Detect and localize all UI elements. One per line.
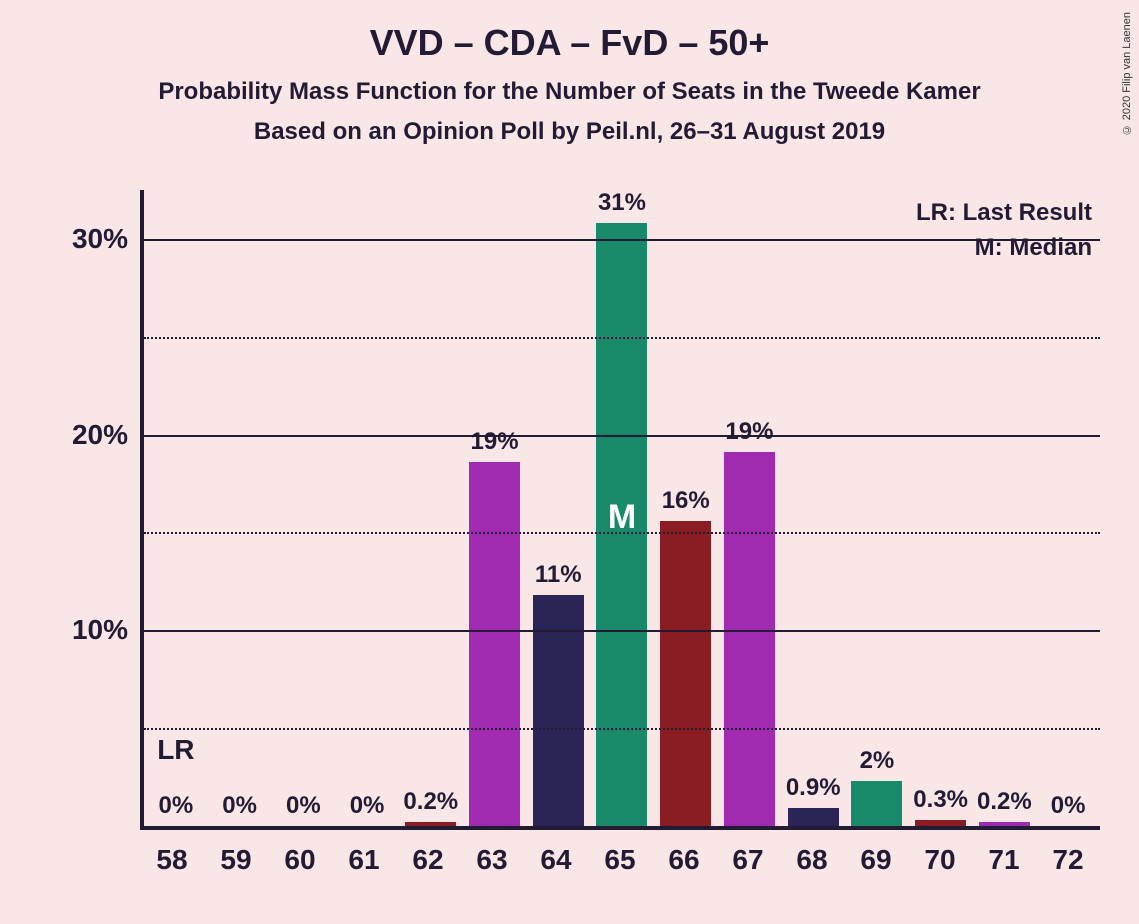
- bar-value-label: 2%: [860, 747, 895, 775]
- copyright-text: © 2020 Filip van Laenen: [1121, 12, 1133, 135]
- bar-slot: 19%: [463, 190, 527, 826]
- bar-slot: 0%: [1036, 190, 1100, 826]
- gridline-major: [144, 630, 1100, 632]
- bar: [851, 781, 902, 826]
- y-tick-label: 20%: [72, 419, 128, 451]
- bar: [405, 822, 456, 826]
- x-tick-label: 67: [732, 844, 763, 876]
- bar: [788, 808, 839, 826]
- title-block: VVD – CDA – FvD – 50+ Probability Mass F…: [0, 0, 1139, 146]
- last-result-marker: LR: [157, 734, 194, 766]
- bar: [469, 462, 520, 826]
- bar-value-label: 19%: [725, 418, 773, 446]
- bar-slot: 0%: [208, 190, 272, 826]
- y-axis: 10% 20% 30%: [55, 190, 140, 830]
- bar-slot: 0%: [271, 190, 335, 826]
- bar-slot: 0.9%: [781, 190, 845, 826]
- bar-slot: 0.3%: [909, 190, 973, 826]
- x-tick-label: 71: [988, 844, 1019, 876]
- chart-subtitle-2: Based on an Opinion Poll by Peil.nl, 26–…: [0, 106, 1139, 146]
- x-tick-label: 64: [540, 844, 571, 876]
- chart-title: VVD – CDA – FvD – 50+: [0, 0, 1139, 64]
- bar-value-label: 0%: [222, 792, 257, 820]
- bar-value-label: 0%: [1051, 792, 1086, 820]
- bar-slot: 0%: [335, 190, 399, 826]
- y-tick-label: 10%: [72, 614, 128, 646]
- chart-subtitle-1: Probability Mass Function for the Number…: [0, 64, 1139, 106]
- bar: [979, 822, 1030, 826]
- x-tick-label: 69: [860, 844, 891, 876]
- median-marker: M: [608, 498, 636, 537]
- chart-area: 10%20%30% LR: Last Result M: Median 0%0%…: [55, 190, 1105, 880]
- bar-value-label: 0.2%: [977, 788, 1032, 816]
- gridline-minor: [144, 532, 1100, 534]
- gridline-minor: [144, 728, 1100, 730]
- bar: [724, 452, 775, 826]
- x-tick-label: 66: [668, 844, 699, 876]
- bar: [660, 521, 711, 826]
- bar-value-label: 0.3%: [913, 786, 968, 814]
- x-tick-label: 62: [412, 844, 443, 876]
- x-tick-label: 61: [348, 844, 379, 876]
- bar-value-label: 0.9%: [786, 774, 841, 802]
- bar-slot: 0%: [144, 190, 208, 826]
- bar-slot: 31% M: [590, 190, 654, 826]
- x-tick-label: 63: [476, 844, 507, 876]
- bar-value-label: 0.2%: [403, 788, 458, 816]
- bar-slot: 16%: [654, 190, 718, 826]
- bar-value-label: 11%: [535, 561, 582, 589]
- bar-slot: 0.2%: [399, 190, 463, 826]
- plot-area: LR: Last Result M: Median 0%0%0%0%0.2%19…: [140, 190, 1100, 830]
- gridline-major: [144, 435, 1100, 437]
- x-tick-label: 65: [604, 844, 635, 876]
- y-tick-label: 30%: [72, 223, 128, 255]
- bar-slot: 11%: [526, 190, 590, 826]
- bar-value-label: 0%: [159, 792, 194, 820]
- x-tick-label: 58: [156, 844, 187, 876]
- x-tick-label: 68: [796, 844, 827, 876]
- bar-value-label: 19%: [470, 428, 518, 456]
- bar-value-label: 0%: [286, 792, 321, 820]
- bar-slot: 0.2%: [973, 190, 1037, 826]
- x-tick-label: 60: [284, 844, 315, 876]
- bar: [915, 820, 966, 826]
- gridline-minor: [144, 337, 1100, 339]
- bar-value-label: 31%: [598, 189, 646, 217]
- bar-slot: 2%: [845, 190, 909, 826]
- bars-container: 0% 0% 0% 0% 0.2% 19% 11% 31% M 16% 19% 0.9% 2% 0.3% 0.…: [144, 190, 1100, 826]
- bar-value-label: 16%: [662, 487, 710, 515]
- x-axis: 58 59 60 61 62 63 64 65 66 67 68 69 70 71 72: [140, 838, 1100, 878]
- bar-value-label: 0%: [350, 792, 385, 820]
- x-tick-label: 70: [924, 844, 955, 876]
- bar-slot: 19%: [718, 190, 782, 826]
- x-tick-label: 59: [220, 844, 251, 876]
- x-tick-label: 72: [1052, 844, 1083, 876]
- gridline-major: [144, 239, 1100, 241]
